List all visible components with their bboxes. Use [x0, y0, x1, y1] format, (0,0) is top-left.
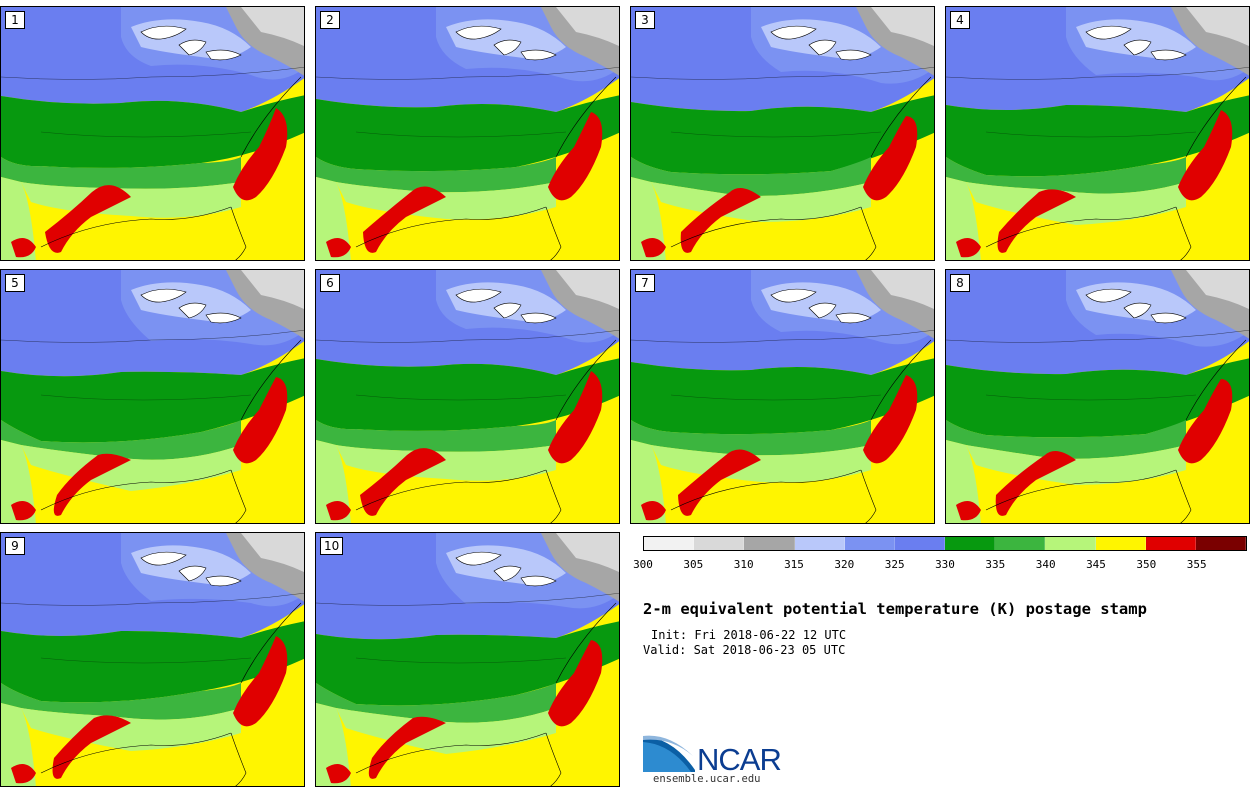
colorbar-tick-label: 350	[1136, 558, 1157, 571]
colorbar-segment	[1145, 537, 1196, 550]
colorbar-segment	[744, 537, 795, 550]
colorbar-tick-label: 330	[935, 558, 955, 571]
valid-time: Valid: Sat 2018-06-23 05 UTC	[643, 643, 846, 657]
member-map-panel: 2	[315, 6, 620, 261]
member-map-panel: 8	[945, 269, 1250, 524]
member-map-panel: 5	[0, 269, 305, 524]
colorbar-tick-label: 340	[1035, 558, 1056, 571]
colorbar-tick-label: 305	[683, 558, 704, 571]
member-map-panel: 4	[945, 6, 1250, 261]
member-number-label: 6	[320, 274, 340, 292]
colorbar-segment	[894, 537, 946, 550]
member-number-label: 7	[635, 274, 655, 292]
colorbar-segment	[1045, 537, 1096, 550]
colorbar-tick-label: 310	[733, 558, 754, 571]
site-url: ensemble.ucar.edu	[653, 773, 761, 785]
member-number-label: 3	[635, 11, 655, 29]
colorbar-tick-label: 325	[884, 558, 905, 571]
colorbar-tick-label: 320	[834, 558, 855, 571]
member-number-label: 2	[320, 11, 340, 29]
ncar-logo-text: NCAR	[697, 742, 782, 777]
colorbar-segment	[1095, 537, 1146, 550]
colorbar-segment	[694, 537, 745, 550]
member-number-label: 10	[320, 537, 344, 555]
ncar-logo-icon	[643, 735, 695, 772]
member-number-label: 5	[5, 274, 25, 292]
colorbar-segment	[1195, 537, 1247, 550]
colorbar	[643, 536, 1247, 551]
colorbar-segment	[844, 537, 895, 550]
member-map-panel: 10	[315, 532, 620, 787]
colorbar-tick-label: 345	[1086, 558, 1106, 571]
member-number-label: 8	[950, 274, 970, 292]
colorbar-tick-label: 300	[633, 558, 653, 571]
member-map-panel: 9	[0, 532, 305, 787]
member-map-panel: 3	[630, 6, 935, 261]
colorbar-ticks: 300 305 310 315 320 325 330 335 340 345 350 355	[633, 558, 1247, 572]
member-number-label: 9	[5, 537, 25, 555]
colorbar-segment	[995, 537, 1046, 550]
colorbar-tick-label: 315	[784, 558, 804, 571]
member-map-panel: 1	[0, 6, 305, 261]
init-time: Init: Fri 2018-06-22 12 UTC	[651, 628, 847, 642]
member-map-panel: 7	[630, 269, 935, 524]
member-number-label: 4	[950, 11, 970, 29]
figure-title: 2-m equivalent potential temperature (K)…	[643, 600, 1147, 618]
colorbar-segment	[644, 537, 695, 550]
colorbar-segment	[945, 537, 996, 550]
colorbar-tick-label: 335	[985, 558, 1006, 571]
colorbar-tick-label: 355	[1186, 558, 1207, 571]
member-map-panel: 6	[315, 269, 620, 524]
colorbar-segment	[794, 537, 845, 550]
member-number-label: 1	[5, 11, 25, 29]
